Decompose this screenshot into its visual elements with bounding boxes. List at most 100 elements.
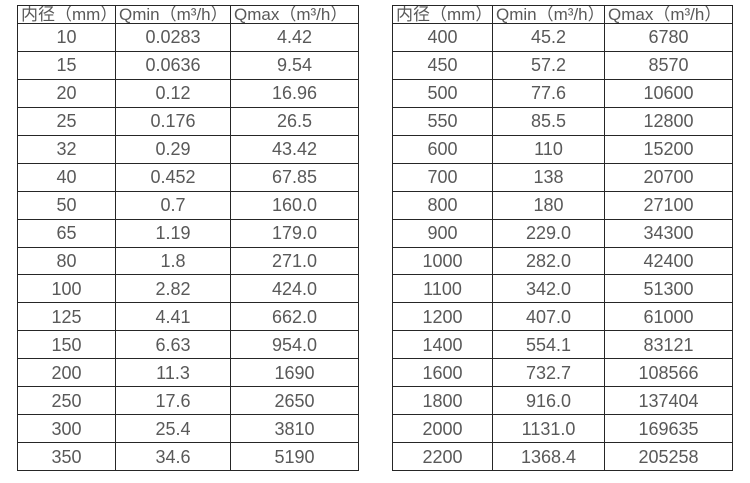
table-cell: 954.0	[230, 330, 359, 360]
table-cell: 342.0	[492, 274, 605, 304]
table-cell: 350	[17, 442, 116, 471]
table-cell: 282.0	[492, 246, 605, 276]
table-cell: 407.0	[492, 302, 605, 332]
table-cell: 150	[17, 330, 116, 360]
table-cell: 4.42	[230, 23, 359, 52]
table-cell: 550	[392, 106, 493, 136]
table-cell: 61000	[604, 302, 733, 332]
table-cell: 662.0	[230, 302, 359, 332]
table-cell: 25.4	[115, 414, 231, 444]
table-cell: 20700	[604, 162, 733, 192]
table-row: 2200 1368.4 205258	[392, 442, 733, 471]
table-body: 10 0.0283 4.42 15 0.0636 9.54 20 0.12 16.96 25 0.1…	[17, 23, 359, 471]
table-cell: 800	[392, 190, 493, 220]
table-cell: 1100	[392, 274, 493, 304]
table-cell: 65	[17, 218, 116, 248]
header-row: 内径（mm） Qmin（m³/h） Qmax（m³/h）	[392, 5, 733, 24]
table-cell: 1.19	[115, 218, 231, 248]
table-row: 900 229.0 34300	[392, 218, 733, 248]
table-cell: 25	[17, 106, 116, 136]
table-cell: 83121	[604, 330, 733, 360]
table-cell: 1400	[392, 330, 493, 360]
table-cell: 85.5	[492, 106, 605, 136]
table-cell: 2000	[392, 414, 493, 444]
table-cell: 42400	[604, 246, 733, 276]
column-header: Qmin（m³/h）	[115, 5, 231, 24]
table-row: 1400 554.1 83121	[392, 330, 733, 360]
table-cell: 0.0283	[115, 23, 231, 52]
table-cell: 0.176	[115, 106, 231, 136]
table-row: 1100 342.0 51300	[392, 274, 733, 304]
table-cell: 229.0	[492, 218, 605, 248]
table-row: 32 0.29 43.42	[17, 134, 359, 164]
table-cell: 1800	[392, 386, 493, 416]
table-cell: 137404	[604, 386, 733, 416]
table-cell: 51300	[604, 274, 733, 304]
table-row: 65 1.19 179.0	[17, 218, 359, 248]
table-cell: 6780	[604, 23, 733, 52]
column-header: Qmin（m³/h）	[492, 5, 605, 24]
table-cell: 20	[17, 78, 116, 108]
table-row: 25 0.176 26.5	[17, 106, 359, 136]
table-cell: 34300	[604, 218, 733, 248]
table-cell: 5190	[230, 442, 359, 471]
table-cell: 180	[492, 190, 605, 220]
table-cell: 8570	[604, 50, 733, 80]
table-cell: 300	[17, 414, 116, 444]
table-cell: 450	[392, 50, 493, 80]
table-cell: 700	[392, 162, 493, 192]
table-row: 2000 1131.0 169635	[392, 414, 733, 444]
table-cell: 108566	[604, 358, 733, 388]
table-cell: 1690	[230, 358, 359, 388]
table-cell: 16.96	[230, 78, 359, 108]
table-row: 150 6.63 954.0	[17, 330, 359, 360]
table-cell: 2200	[392, 442, 493, 471]
table-row: 40 0.452 67.85	[17, 162, 359, 192]
table-cell: 900	[392, 218, 493, 248]
table-row: 700 138 20700	[392, 162, 733, 192]
table-row: 100 2.82 424.0	[17, 274, 359, 304]
table-row: 200 11.3 1690	[17, 358, 359, 388]
table-row: 1800 916.0 137404	[392, 386, 733, 416]
table-cell: 138	[492, 162, 605, 192]
table-cell: 179.0	[230, 218, 359, 248]
table-row: 450 57.2 8570	[392, 50, 733, 80]
table-cell: 1000	[392, 246, 493, 276]
table-row: 800 180 27100	[392, 190, 733, 220]
table-row: 1000 282.0 42400	[392, 246, 733, 276]
table-row: 550 85.5 12800	[392, 106, 733, 136]
table-cell: 11.3	[115, 358, 231, 388]
table-cell: 0.29	[115, 134, 231, 164]
table-cell: 45.2	[492, 23, 605, 52]
table-cell: 3810	[230, 414, 359, 444]
column-header: 内径（mm）	[17, 5, 116, 24]
table-row: 350 34.6 5190	[17, 442, 359, 471]
table-cell: 916.0	[492, 386, 605, 416]
table-cell: 1368.4	[492, 442, 605, 471]
table-cell: 271.0	[230, 246, 359, 276]
table-row: 1200 407.0 61000	[392, 302, 733, 332]
table-cell: 205258	[604, 442, 733, 471]
table-cell: 400	[392, 23, 493, 52]
table-cell: 57.2	[492, 50, 605, 80]
table-cell: 200	[17, 358, 116, 388]
table-cell: 15200	[604, 134, 733, 164]
table-cell: 732.7	[492, 358, 605, 388]
table-cell: 2.82	[115, 274, 231, 304]
table-row: 80 1.8 271.0	[17, 246, 359, 276]
table-cell: 125	[17, 302, 116, 332]
table-row: 500 77.6 10600	[392, 78, 733, 108]
table-cell: 67.85	[230, 162, 359, 192]
table-row: 300 25.4 3810	[17, 414, 359, 444]
table-cell: 1200	[392, 302, 493, 332]
table-cell: 100	[17, 274, 116, 304]
table-row: 400 45.2 6780	[392, 23, 733, 52]
table-cell: 1600	[392, 358, 493, 388]
flow-table-small-diameters: 内径（mm） Qmin（m³/h） Qmax（m³/h） 10 0.0283 4.42 1…	[17, 5, 359, 471]
table-cell: 40	[17, 162, 116, 192]
table-row: 250 17.6 2650	[17, 386, 359, 416]
table-row: 50 0.7 160.0	[17, 190, 359, 220]
table-cell: 6.63	[115, 330, 231, 360]
table-cell: 43.42	[230, 134, 359, 164]
